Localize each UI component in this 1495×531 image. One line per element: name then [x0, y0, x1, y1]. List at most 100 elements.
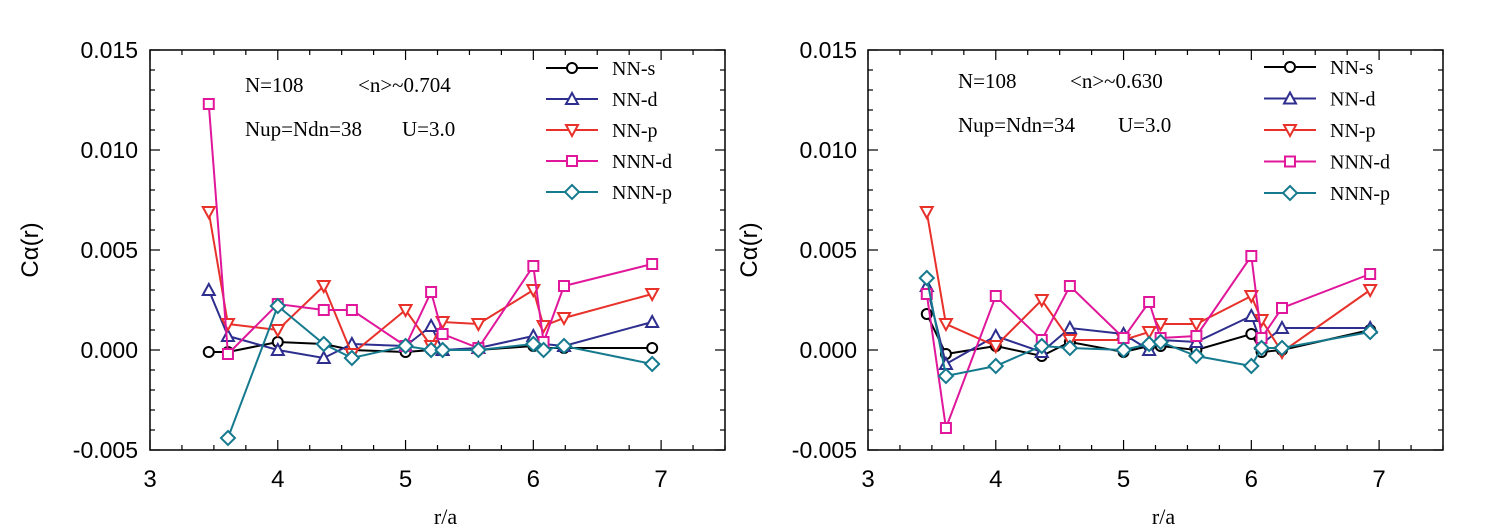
legend-label: NN-p: [612, 120, 658, 142]
data-point: [345, 304, 358, 316]
series-line: [207, 103, 653, 357]
legend-entry: NN-d: [546, 89, 658, 111]
data-point: [1062, 319, 1078, 334]
x-tick-label: 3: [143, 466, 156, 493]
data-point: [201, 281, 217, 296]
legend-marker: [566, 62, 578, 74]
y-tick-label: 0.005: [80, 237, 138, 263]
data-point: [434, 341, 452, 359]
data-point: [316, 280, 332, 295]
legend-label: NN-d: [612, 89, 658, 111]
data-point: [1141, 326, 1157, 341]
data-point: [1034, 294, 1050, 309]
data-point: [425, 286, 438, 298]
annotation-text: <n>~0.704: [358, 73, 451, 97]
data-point: [987, 357, 1005, 375]
legend-marker: [1282, 90, 1298, 105]
legend-entry: NNN-p: [546, 182, 672, 204]
data-point: [317, 304, 330, 316]
legend-marker: [563, 183, 581, 201]
y-tick-label: 0.010: [80, 137, 138, 163]
series-nnn-p: [918, 269, 1379, 385]
legend-entry: NN-s: [1264, 57, 1374, 79]
y-tick-label: 0.015: [80, 37, 138, 63]
data-point: [988, 340, 1004, 355]
data-point: [423, 317, 439, 332]
data-point: [1274, 319, 1290, 334]
legend-label: NN-p: [1330, 120, 1376, 142]
data-point: [269, 297, 287, 315]
chart-panel-1: 3 4 5 6 7 -0.005 0.000 0.005 0.010 0.015 r/a Cα(r) N…: [17, 37, 726, 529]
data-point: [1063, 280, 1076, 292]
legend-marker: [566, 155, 578, 167]
data-point: [535, 341, 552, 359]
data-point: [644, 288, 660, 303]
legend-label: NN-d: [1330, 89, 1376, 111]
annotation-text: U=3.0: [1118, 113, 1171, 137]
x-tick-label: 7: [654, 466, 667, 493]
data-point: [555, 337, 573, 355]
y-tick-label: -0.005: [73, 437, 138, 463]
data-point: [1152, 318, 1169, 333]
data-point: [558, 280, 570, 292]
data-point: [1033, 337, 1051, 355]
data-point: [989, 290, 1002, 302]
data-point: [643, 355, 661, 373]
y-tick-label: 0.010: [799, 137, 857, 163]
legend-label: NNN-p: [612, 182, 672, 204]
y-axis-label: Cα(r): [736, 222, 763, 277]
legend-label: NN-s: [612, 58, 656, 80]
series-nn-d: [919, 277, 1378, 370]
x-tick-label: 5: [1117, 466, 1130, 493]
chart-panel-2: 3 4 5 6 7 -0.005 0.000 0.005 0.010 0.015 r/a Cα(r) N…: [736, 37, 1444, 529]
data-point: [1245, 250, 1258, 262]
y-tick-label: 0.005: [799, 237, 857, 263]
data-point: [1115, 341, 1132, 359]
annotation-text: N=108: [245, 73, 304, 97]
annotation-text: <n>~0.630: [1070, 69, 1163, 93]
legend-entry: NNN-d: [1264, 152, 1390, 174]
data-point: [1242, 357, 1260, 375]
x-tick-label: 7: [1372, 466, 1385, 493]
x-tick-label: 6: [1245, 466, 1258, 493]
annotation-text: N=108: [958, 69, 1017, 93]
data-point: [436, 328, 449, 340]
legend-label: NN-s: [1330, 57, 1374, 79]
data-point: [1190, 330, 1203, 342]
annotation-text: U=3.0: [402, 117, 455, 141]
data-point: [422, 341, 440, 359]
legend-marker: [1284, 61, 1296, 73]
series-nn-p: [919, 206, 1378, 361]
data-point: [919, 206, 935, 221]
legend-marker: [564, 90, 580, 105]
data-point: [646, 342, 659, 354]
x-tick-label: 3: [861, 466, 874, 493]
legend-entry: NN-p: [546, 120, 658, 142]
legend-label: NNN-d: [612, 151, 672, 173]
y-tick-label: 0.000: [80, 337, 138, 363]
data-point: [938, 318, 954, 333]
data-point: [1243, 307, 1260, 322]
data-point: [1243, 290, 1260, 305]
data-point: [469, 341, 487, 359]
data-point: [202, 98, 215, 110]
data-point: [1245, 328, 1258, 340]
data-point: [1117, 332, 1130, 344]
legend-entry: NN-s: [546, 58, 656, 80]
legend-entry: NN-p: [1264, 120, 1376, 142]
data-point: [1253, 339, 1270, 357]
legend-entry: NN-d: [1264, 89, 1376, 111]
annotation-text: Nup=Ndn=34: [958, 113, 1076, 137]
data-point: [556, 312, 572, 327]
data-point: [1061, 339, 1079, 357]
legend-entry: NNN-p: [1264, 183, 1390, 205]
data-point: [918, 269, 936, 287]
data-point: [343, 349, 361, 367]
data-point: [527, 260, 540, 272]
data-point: [1364, 268, 1377, 280]
data-point: [202, 346, 215, 358]
data-point: [397, 337, 414, 355]
series-nn-p: [201, 206, 660, 363]
y-tick-label: 0.015: [799, 37, 857, 63]
